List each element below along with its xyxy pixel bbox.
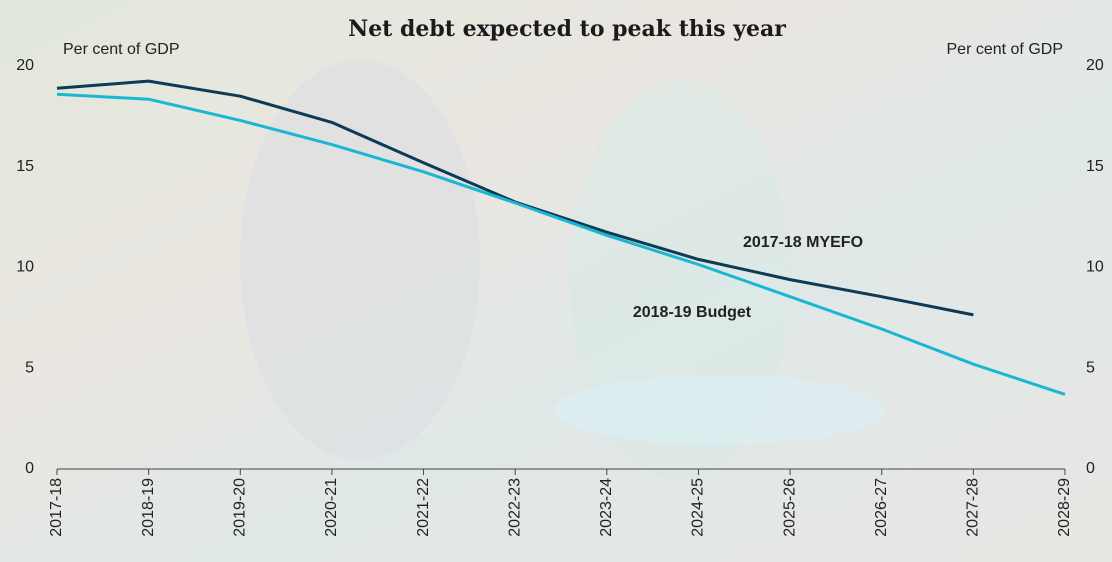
y2-tick-label: 20: [1086, 57, 1104, 74]
y-tick-label: 15: [16, 158, 34, 175]
x-tick-label: 2028-29: [1056, 478, 1073, 537]
x-tick-label: 2021-22: [415, 478, 432, 537]
y-tick-label: 5: [25, 359, 34, 376]
y-tick-label: 20: [16, 57, 34, 74]
x-tick-label: 2020-21: [323, 478, 340, 537]
y2-tick-label: 15: [1086, 158, 1104, 175]
series-label: 2017-18 MYEFO: [743, 234, 863, 251]
x-tick-label: 2022-23: [506, 478, 523, 537]
chart: Net debt expected to peak this year Per …: [0, 0, 1112, 562]
series-label: 2018-19 Budget: [633, 304, 752, 321]
y2-tick-label: 0: [1086, 460, 1095, 477]
x-tick-label: 2023-24: [598, 478, 615, 537]
x-tick-label: 2026-27: [873, 478, 890, 537]
x-tick-label: 2017-18: [48, 478, 65, 537]
x-tick-label: 2019-20: [231, 478, 248, 537]
x-tick-label: 2025-26: [781, 478, 798, 537]
y2-tick-label: 10: [1086, 259, 1104, 276]
x-tick-label: 2018-19: [140, 478, 157, 537]
chart-title: Net debt expected to peak this year: [348, 16, 786, 42]
y2-axis-label: Per cent of GDP: [947, 41, 1064, 58]
y-tick-label: 0: [25, 460, 34, 477]
y-axis-label: Per cent of GDP: [63, 41, 180, 58]
x-tick-label: 2027-28: [965, 478, 982, 537]
x-tick-label: 2024-25: [690, 478, 707, 537]
y-tick-label: 10: [16, 259, 34, 276]
y2-tick-label: 5: [1086, 359, 1095, 376]
